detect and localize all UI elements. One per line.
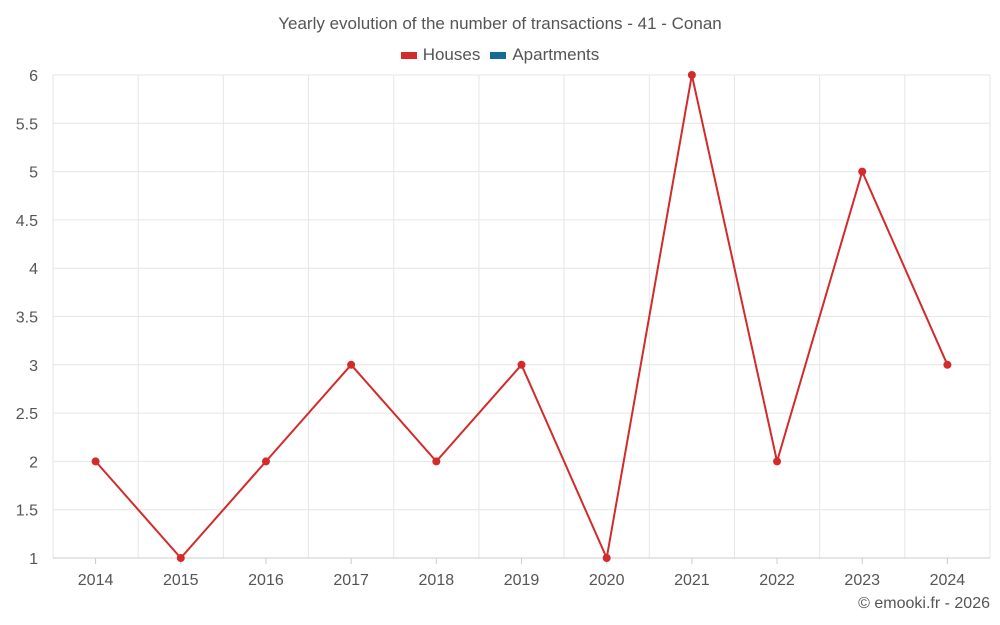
- grid: [52, 74, 991, 558]
- data-point-houses: [773, 457, 782, 466]
- series: [91, 71, 952, 562]
- data-point-houses: [432, 457, 441, 466]
- y-tick-label: 4.5: [16, 213, 38, 230]
- legend-swatch-houses: [400, 51, 417, 59]
- y-tick-label: 3: [29, 358, 38, 375]
- y-tick-label: 5: [29, 165, 38, 182]
- y-tick-label: 2: [29, 454, 38, 471]
- x-tick-label: 2016: [248, 572, 284, 589]
- x-tick-label: 2015: [163, 572, 199, 589]
- legend-label-apartments: Apartments: [512, 45, 600, 64]
- x-tick-label: 2020: [589, 572, 625, 589]
- y-tick-label: 5.5: [16, 116, 38, 133]
- data-point-houses: [347, 360, 356, 369]
- credit-text: © emooki.fr - 2026: [858, 595, 990, 612]
- y-tick-label: 1.5: [16, 503, 38, 520]
- y-tick-label: 1: [29, 551, 38, 568]
- legend-label-houses: Houses: [422, 45, 481, 64]
- legend: Houses Apartments: [0, 45, 1000, 65]
- x-tick-label: 2023: [844, 572, 880, 589]
- x-tick-label: 2019: [504, 572, 540, 589]
- legend-item-houses[interactable]: Houses: [400, 45, 481, 65]
- data-point-houses: [602, 554, 611, 562]
- x-tick-label: 2018: [419, 572, 455, 589]
- data-point-houses: [176, 554, 185, 562]
- data-point-houses: [687, 71, 696, 79]
- x-tick-label: 2024: [930, 572, 966, 589]
- data-point-houses: [943, 360, 952, 369]
- legend-swatch-apartments: [490, 51, 507, 59]
- axes: 1 1.5 2 2.5 3 3.5 4 4.5 5 5.5 6 2014 2015 2016 2017 201…: [16, 68, 990, 589]
- x-tick-label: 2022: [759, 572, 795, 589]
- x-tick-label: 2014: [78, 572, 114, 589]
- y-tick-label: 2.5: [16, 406, 38, 423]
- y-tick-label: 6: [29, 68, 38, 85]
- data-point-houses: [517, 360, 526, 369]
- x-tick-label: 2021: [674, 572, 710, 589]
- data-point-houses: [858, 167, 867, 176]
- data-point-houses: [261, 457, 270, 466]
- chart-title: Yearly evolution of the number of transa…: [278, 14, 722, 33]
- x-tick-label: 2017: [333, 572, 369, 589]
- y-tick-label: 3.5: [16, 310, 38, 327]
- data-point-houses: [91, 457, 100, 466]
- y-tick-label: 4: [29, 261, 38, 278]
- legend-item-apartments[interactable]: Apartments: [490, 45, 599, 65]
